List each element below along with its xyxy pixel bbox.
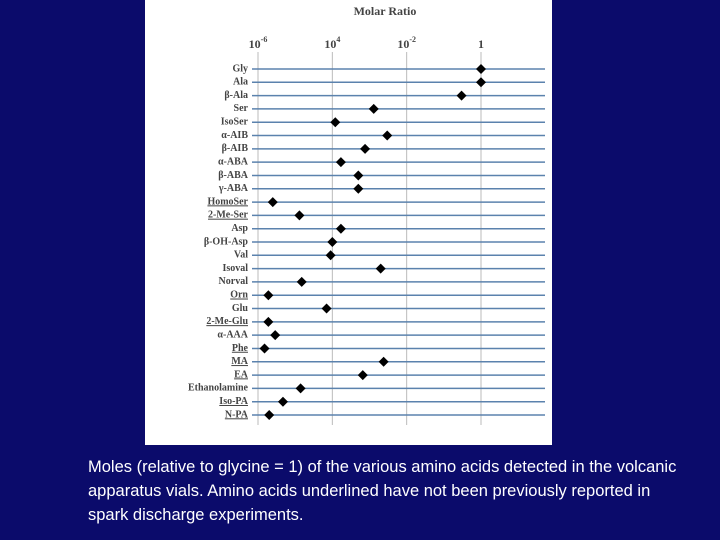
- x-tick-base: 10: [397, 37, 409, 51]
- y-tick-label: Asp: [231, 223, 248, 234]
- marker: [375, 263, 386, 274]
- marker: [325, 250, 336, 261]
- y-tick-label: β-AIB: [222, 143, 249, 154]
- y-tick-label: Val: [234, 250, 248, 261]
- marker: [263, 316, 274, 327]
- x-tick-exponent: -2: [409, 35, 416, 44]
- y-tick-label: Iso-PA: [219, 396, 248, 407]
- marker: [267, 197, 278, 208]
- y-tick-label: MA: [231, 356, 248, 367]
- marker: [357, 370, 368, 381]
- y-tick-label: N-PA: [225, 409, 249, 420]
- marker: [270, 330, 281, 341]
- marker: [263, 290, 274, 301]
- x-tick-label: 1: [478, 37, 484, 51]
- marker: [456, 90, 467, 101]
- y-tick-label: Gly: [232, 63, 248, 74]
- marker: [321, 303, 332, 314]
- y-tick-label: α-AIB: [221, 130, 248, 141]
- y-tick-label: Orn: [230, 290, 248, 301]
- marker: [360, 143, 371, 154]
- x-tick-base: 10: [249, 37, 261, 51]
- x-tick-base: 10: [324, 37, 336, 51]
- marker: [294, 210, 305, 221]
- x-tick-label: 10-2: [397, 35, 416, 51]
- marker: [476, 77, 486, 88]
- y-tick-label: β-Ala: [224, 90, 248, 101]
- y-tick-label: IsoSer: [221, 117, 249, 128]
- caption: Moles (relative to glycine = 1) of the v…: [88, 458, 677, 524]
- y-tick-label: Glu: [232, 303, 249, 314]
- y-tick-label: Ser: [234, 103, 249, 114]
- y-tick-label: Ala: [233, 77, 248, 88]
- marker: [259, 343, 270, 354]
- y-tick-label: EA: [234, 369, 249, 380]
- marker: [335, 223, 346, 234]
- marker: [277, 396, 288, 407]
- marker: [327, 237, 338, 247]
- chart-title: Molar Ratio: [354, 4, 417, 18]
- y-tick-label: 2-Me-Ser: [208, 210, 249, 221]
- x-tick-exponent: -6: [261, 35, 268, 44]
- y-tick-label: Isoval: [222, 263, 248, 274]
- marker: [378, 356, 389, 367]
- y-tick-label: β-ABA: [218, 170, 248, 181]
- marker: [296, 276, 307, 287]
- y-tick-label: γ-ABA: [218, 183, 249, 194]
- marker: [264, 410, 275, 420]
- chart-panel: [145, 0, 552, 445]
- marker: [368, 103, 379, 114]
- y-tick-label: 2-Me-Glu: [206, 316, 248, 327]
- marker: [476, 64, 486, 74]
- marker: [295, 383, 306, 394]
- y-tick-label: α-AAA: [217, 329, 248, 340]
- y-tick-label: β-OH-Asp: [204, 236, 249, 247]
- marker: [335, 157, 346, 168]
- y-tick-label: Norval: [219, 276, 249, 287]
- marker: [353, 183, 364, 194]
- marker: [382, 130, 393, 141]
- y-tick-label: Ethanolamine: [188, 383, 249, 394]
- x-tick-label: 104: [324, 35, 340, 51]
- x-tick-label: 10-6: [249, 35, 268, 51]
- y-tick-label: Phe: [232, 343, 249, 354]
- chart: Molar Ratio 10-6 104 10-2 1GlyAlaβ-AlaSerIs…: [145, 0, 552, 445]
- marker: [330, 117, 341, 128]
- y-tick-label: HomoSer: [207, 196, 248, 207]
- marker: [353, 170, 364, 181]
- x-tick-exponent: 4: [336, 35, 340, 44]
- y-tick-label: α-ABA: [218, 156, 249, 167]
